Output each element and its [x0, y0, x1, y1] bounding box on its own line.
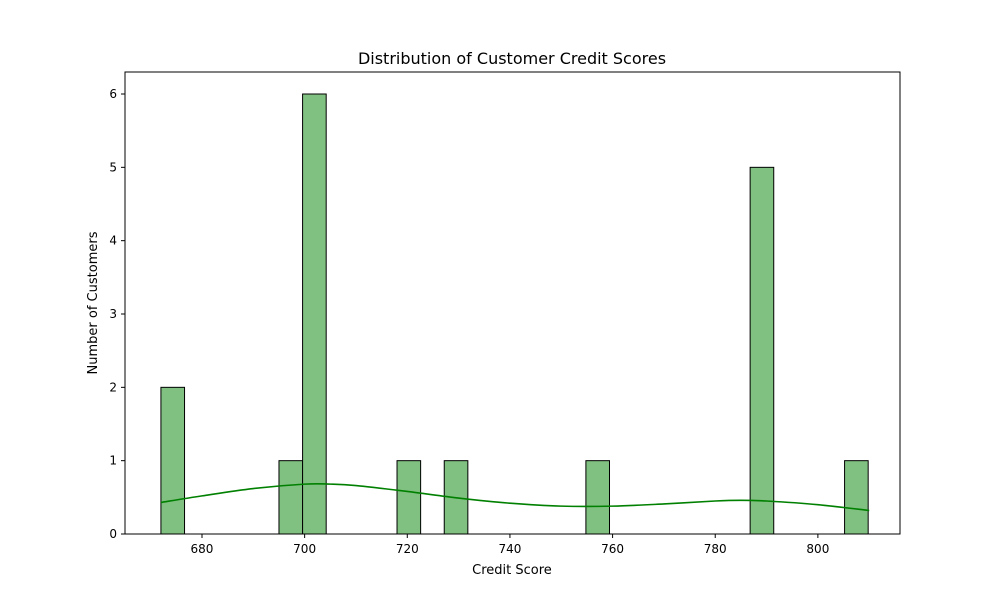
histogram-bar — [278, 460, 304, 535]
x-axis-label: Credit Score — [472, 563, 552, 578]
x-tick-label: 800 — [806, 542, 829, 556]
x-tick-label: 740 — [498, 542, 521, 556]
y-tick-label: 5 — [109, 160, 117, 174]
y-tick-label: 1 — [109, 454, 117, 468]
x-tick-label: 760 — [601, 542, 624, 556]
x-tick-label: 700 — [293, 542, 316, 556]
histogram-bar — [844, 460, 869, 535]
histogram-bar — [749, 166, 775, 535]
histogram-bar — [396, 460, 422, 535]
x-tick-label: 720 — [396, 542, 419, 556]
chart-title: Distribution of Customer Credit Scores — [358, 49, 666, 68]
y-tick-label: 3 — [109, 307, 117, 321]
bars-layer — [160, 93, 869, 535]
y-tick-label: 0 — [109, 527, 117, 541]
histogram-bar — [160, 386, 186, 535]
plot-frame — [124, 71, 901, 535]
y-axis-ticks: 0 1 2 3 4 5 6 — [109, 87, 125, 541]
histogram-bar — [302, 93, 327, 535]
y-tick-label: 2 — [109, 380, 117, 394]
kde-layer — [160, 482, 870, 512]
y-axis-label: Number of Customers — [86, 231, 101, 374]
x-axis-ticks: 680 700 720 740 760 780 800 — [191, 534, 829, 556]
x-tick-label: 680 — [191, 542, 214, 556]
histogram-bar — [585, 460, 611, 535]
y-tick-label: 6 — [109, 87, 117, 101]
kde-curve — [160, 482, 870, 512]
x-tick-label: 780 — [704, 542, 727, 556]
y-tick-label: 4 — [109, 234, 117, 248]
